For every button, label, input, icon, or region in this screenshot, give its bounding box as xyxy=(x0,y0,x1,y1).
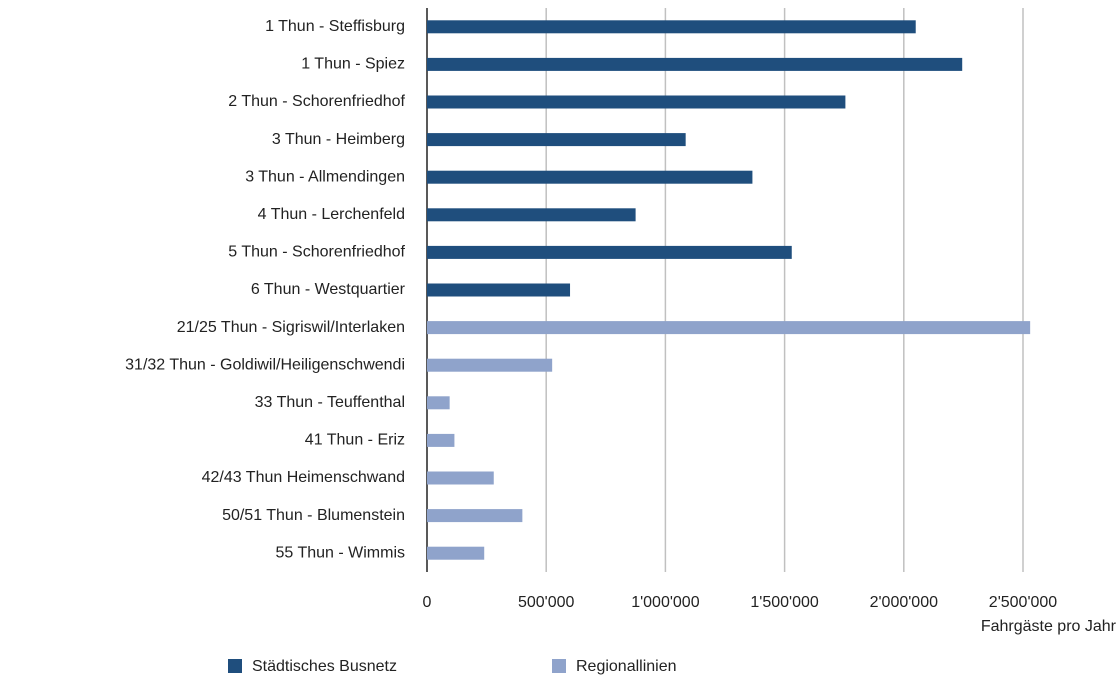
y-tick-label: 4 Thun - Lerchenfeld xyxy=(258,206,405,223)
bar xyxy=(427,20,916,34)
bar xyxy=(427,57,963,71)
x-tick-label: 500'000 xyxy=(518,594,575,611)
y-tick-label: 5 Thun - Schorenfriedhof xyxy=(228,244,405,261)
y-tick-label: 21/25 Thun - Sigriswil/Interlaken xyxy=(177,319,405,336)
legend-swatch xyxy=(228,659,242,673)
y-tick-label: 6 Thun - Westquartier xyxy=(251,281,406,298)
bar xyxy=(427,245,792,259)
x-tick-label: 1'500'000 xyxy=(750,594,819,611)
x-tick-label: 0 xyxy=(423,594,432,611)
y-tick-label: 1 Thun - Spiez xyxy=(301,56,405,73)
bar xyxy=(427,471,494,485)
bar xyxy=(427,509,523,523)
y-tick-label: 41 Thun - Eriz xyxy=(305,432,405,449)
y-tick-label: 1 Thun - Steffisburg xyxy=(265,18,405,35)
legend-swatch xyxy=(552,659,566,673)
bar xyxy=(427,170,753,184)
y-tick-label: 3 Thun - Allmendingen xyxy=(245,168,405,185)
x-axis-title: Fahrgäste pro Jahr xyxy=(981,618,1117,635)
bar xyxy=(427,358,553,372)
legend-label: Regionallinien xyxy=(576,658,677,675)
bar xyxy=(427,208,636,222)
x-tick-label: 2'000'000 xyxy=(870,594,939,611)
y-tick-label: 3 Thun - Heimberg xyxy=(272,131,405,148)
y-tick-label: 50/51 Thun - Blumenstein xyxy=(222,507,405,524)
legend-label: Städtisches Busnetz xyxy=(252,658,397,675)
y-tick-label: 2 Thun - Schorenfriedhof xyxy=(228,93,405,110)
bar xyxy=(427,133,686,147)
y-tick-label: 33 Thun - Teuffenthal xyxy=(255,394,405,411)
y-tick-label: 55 Thun - Wimmis xyxy=(275,544,405,561)
x-tick-label: 2'500'000 xyxy=(989,594,1058,611)
x-tick-label: 1'000'000 xyxy=(631,594,700,611)
y-tick-label: 31/32 Thun - Goldiwil/Heiligenschwendi xyxy=(125,356,405,373)
bar xyxy=(427,433,455,447)
bar xyxy=(427,95,846,109)
y-tick-label: 42/43 Thun Heimenschwand xyxy=(202,469,405,486)
bar xyxy=(427,321,1031,335)
bar xyxy=(427,396,450,410)
bar xyxy=(427,283,571,297)
bar xyxy=(427,546,485,560)
